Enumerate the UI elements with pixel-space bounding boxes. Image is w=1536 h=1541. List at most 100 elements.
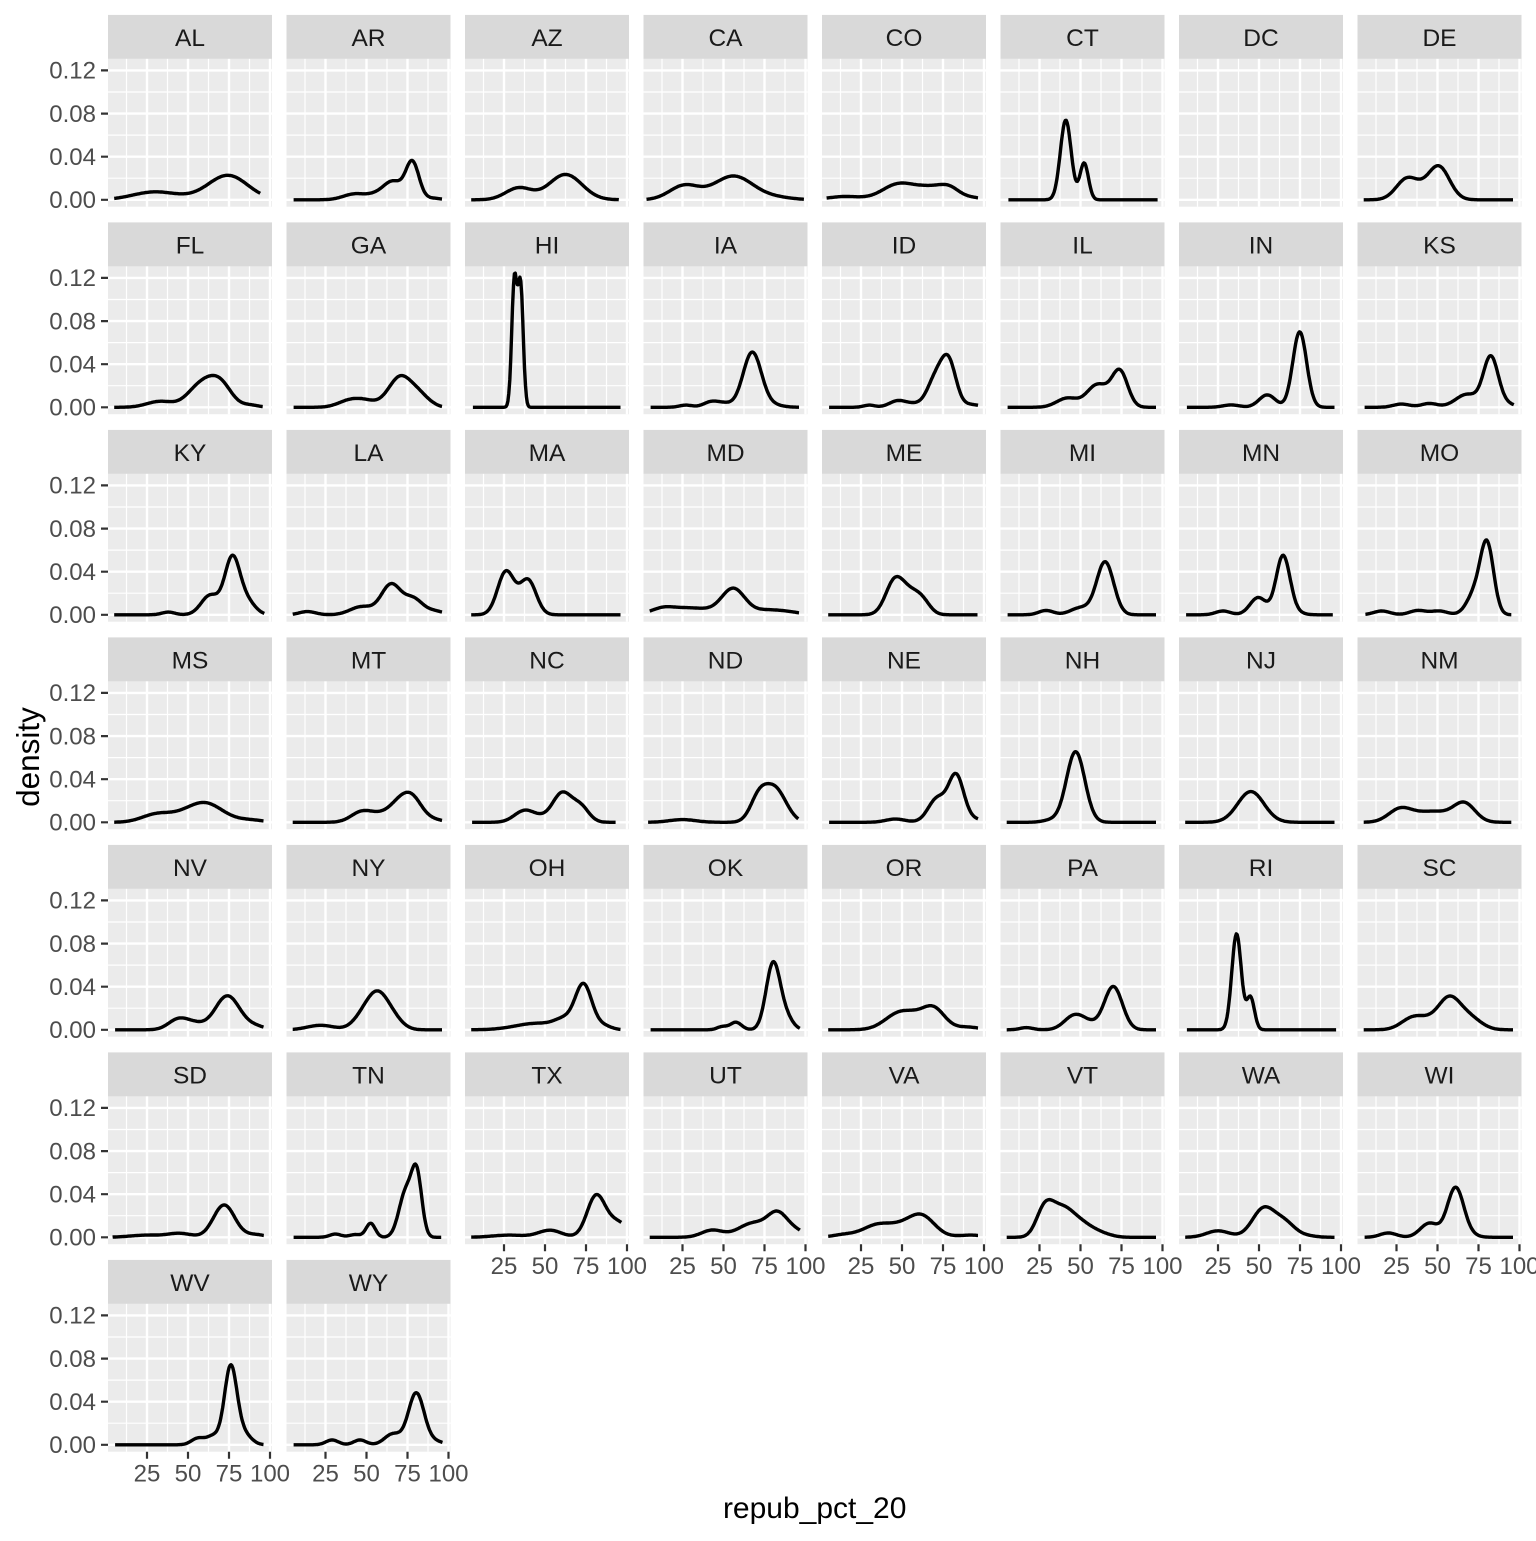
svg-text:0.12: 0.12	[49, 1095, 96, 1122]
svg-text:100: 100	[607, 1253, 647, 1280]
svg-text:0.12: 0.12	[49, 473, 96, 500]
svg-text:25: 25	[1026, 1253, 1053, 1280]
svg-text:0.12: 0.12	[49, 58, 96, 85]
svg-text:NH: NH	[1065, 648, 1100, 675]
svg-text:0.08: 0.08	[49, 308, 96, 335]
svg-text:OH: OH	[529, 855, 566, 882]
svg-text:100: 100	[964, 1253, 1004, 1280]
svg-text:0.12: 0.12	[49, 888, 96, 915]
svg-text:0.04: 0.04	[49, 974, 96, 1001]
svg-text:0.00: 0.00	[49, 395, 96, 422]
svg-text:100: 100	[1499, 1253, 1536, 1280]
svg-text:50: 50	[1246, 1253, 1273, 1280]
svg-text:0.00: 0.00	[49, 602, 96, 629]
svg-text:0.08: 0.08	[49, 1346, 96, 1373]
svg-text:IA: IA	[714, 233, 738, 260]
svg-text:25: 25	[669, 1253, 696, 1280]
svg-text:ID: ID	[892, 233, 917, 260]
svg-text:50: 50	[1067, 1253, 1094, 1280]
svg-text:AL: AL	[175, 25, 205, 52]
svg-text:0.04: 0.04	[49, 1389, 96, 1416]
svg-text:25: 25	[312, 1460, 339, 1487]
svg-text:100: 100	[250, 1460, 290, 1487]
svg-text:AR: AR	[351, 25, 385, 52]
svg-text:100: 100	[428, 1460, 468, 1487]
svg-text:CA: CA	[708, 25, 743, 52]
svg-text:NV: NV	[173, 855, 208, 882]
svg-text:NC: NC	[529, 648, 564, 675]
svg-text:25: 25	[134, 1460, 161, 1487]
svg-text:DC: DC	[1243, 25, 1278, 52]
svg-text:0.12: 0.12	[49, 1303, 96, 1330]
svg-text:25: 25	[491, 1253, 518, 1280]
svg-text:50: 50	[532, 1253, 559, 1280]
svg-text:FL: FL	[176, 233, 205, 260]
svg-text:ME: ME	[886, 440, 923, 467]
svg-text:WA: WA	[1242, 1063, 1281, 1090]
svg-text:UT: UT	[709, 1063, 742, 1090]
svg-text:TX: TX	[531, 1063, 562, 1090]
svg-text:0.00: 0.00	[49, 1017, 96, 1044]
svg-text:KY: KY	[174, 440, 207, 467]
svg-text:IN: IN	[1249, 233, 1274, 260]
svg-text:ND: ND	[708, 648, 743, 675]
svg-text:RI: RI	[1249, 855, 1274, 882]
svg-text:OR: OR	[886, 855, 923, 882]
svg-text:AZ: AZ	[531, 25, 562, 52]
svg-text:PA: PA	[1067, 855, 1099, 882]
svg-text:NJ: NJ	[1246, 648, 1276, 675]
svg-text:75: 75	[930, 1253, 957, 1280]
svg-text:HI: HI	[535, 233, 560, 260]
svg-text:25: 25	[848, 1253, 875, 1280]
svg-text:CT: CT	[1066, 25, 1099, 52]
svg-text:100: 100	[1321, 1253, 1361, 1280]
svg-text:0.12: 0.12	[49, 265, 96, 292]
svg-text:50: 50	[1424, 1253, 1451, 1280]
svg-text:CO: CO	[886, 25, 923, 52]
svg-text:0.04: 0.04	[49, 766, 96, 793]
svg-text:0.08: 0.08	[49, 1138, 96, 1165]
svg-text:0.08: 0.08	[49, 723, 96, 750]
svg-text:SD: SD	[173, 1063, 207, 1090]
svg-text:MO: MO	[1420, 440, 1459, 467]
svg-text:0.08: 0.08	[49, 101, 96, 128]
svg-text:NE: NE	[887, 648, 921, 675]
svg-text:25: 25	[1383, 1253, 1410, 1280]
svg-text:MA: MA	[529, 440, 566, 467]
svg-text:75: 75	[573, 1253, 600, 1280]
svg-text:OK: OK	[708, 855, 744, 882]
svg-text:0.08: 0.08	[49, 931, 96, 958]
svg-text:NY: NY	[351, 855, 385, 882]
svg-text:50: 50	[353, 1460, 380, 1487]
svg-text:SC: SC	[1422, 855, 1456, 882]
svg-text:50: 50	[889, 1253, 916, 1280]
svg-text:75: 75	[1465, 1253, 1492, 1280]
svg-text:TN: TN	[352, 1063, 385, 1090]
svg-text:KS: KS	[1423, 233, 1456, 260]
svg-text:WI: WI	[1425, 1063, 1455, 1090]
svg-text:IL: IL	[1072, 233, 1092, 260]
svg-text:0.00: 0.00	[49, 187, 96, 214]
svg-text:0.00: 0.00	[49, 810, 96, 837]
svg-text:75: 75	[216, 1460, 243, 1487]
svg-text:LA: LA	[354, 440, 385, 467]
svg-text:50: 50	[710, 1253, 737, 1280]
svg-text:75: 75	[1108, 1253, 1135, 1280]
svg-text:WV: WV	[170, 1270, 210, 1297]
svg-text:100: 100	[785, 1253, 825, 1280]
svg-text:WY: WY	[349, 1270, 388, 1297]
svg-text:MN: MN	[1242, 440, 1280, 467]
svg-text:50: 50	[175, 1460, 202, 1487]
svg-text:repub_pct_20: repub_pct_20	[723, 1492, 907, 1525]
svg-text:100: 100	[1142, 1253, 1182, 1280]
svg-text:VT: VT	[1067, 1063, 1098, 1090]
svg-text:75: 75	[1287, 1253, 1314, 1280]
svg-text:MT: MT	[351, 648, 386, 675]
svg-text:75: 75	[394, 1460, 421, 1487]
svg-text:0.00: 0.00	[49, 1225, 96, 1252]
svg-text:MI: MI	[1069, 440, 1096, 467]
svg-text:0.04: 0.04	[49, 351, 96, 378]
svg-text:GA: GA	[351, 233, 387, 260]
svg-text:0.04: 0.04	[49, 1181, 96, 1208]
svg-text:MS: MS	[172, 648, 209, 675]
